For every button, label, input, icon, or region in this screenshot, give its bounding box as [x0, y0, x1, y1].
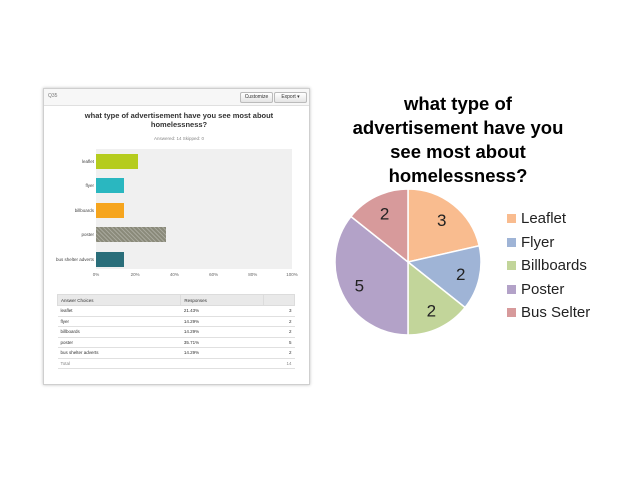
response-percent: 14.29% [180, 316, 264, 327]
response-percent: 35.71% [180, 337, 264, 348]
response-percent: 14.29% [180, 347, 264, 359]
column-header [263, 294, 295, 306]
bar-category-label: bus shelter adverts [55, 256, 94, 262]
column-header[interactable]: Answer Choices [56, 294, 182, 306]
total-value: 14 [263, 358, 295, 369]
bar-flyer [96, 178, 124, 194]
x-tick-label: 80% [248, 272, 258, 277]
response-count: 5 [263, 337, 295, 348]
bar-category-label: flyer [85, 183, 94, 189]
bar-billboards [96, 202, 124, 218]
legend-swatch [507, 284, 516, 294]
pie-data-label: 2 [427, 302, 436, 321]
legend-swatch [507, 261, 516, 271]
answer-choice: flyer [57, 316, 181, 327]
survey-results-panel: Q35 Customize Export ▾ what type of adve… [43, 88, 310, 385]
bar-plot-area [96, 149, 292, 269]
question-number: Q35 [48, 93, 58, 99]
bar-category-label: leaflet [81, 158, 94, 164]
total-label: Total [57, 358, 181, 369]
pie-data-label: 3 [437, 211, 446, 230]
pie-legend: Leaflet Flyer Billboards Poster Bus Selter [507, 207, 590, 325]
answered-skipped: Answered: 14 Skipped: 0 [153, 136, 205, 141]
legend-swatch [507, 308, 516, 318]
column-header[interactable]: Responses [180, 294, 265, 306]
response-count: 2 [263, 326, 295, 338]
pie-data-label: 2 [380, 204, 389, 223]
pie-slice-bus-selter [349, 188, 409, 264]
panel-toolbar: Q35 Customize Export ▾ [44, 89, 309, 106]
table-row: poster 35.71% 5 [57, 337, 295, 348]
answer-choice: bus shelter adverts [57, 347, 181, 359]
answer-choice: leaflet [57, 305, 181, 317]
pie-slice-billboards [407, 260, 467, 336]
question-title: what type of advertisement have you see … [84, 111, 274, 129]
x-tick-label: 100% [286, 272, 298, 277]
responses-table: Answer Choices Responses leaflet 21.43% … [56, 294, 295, 369]
table-row: bus shelter adverts 14.29% 2 [57, 347, 295, 359]
bar-category-label: poster [81, 232, 94, 238]
response-count: 3 [263, 305, 295, 317]
bar-leaflet [96, 153, 138, 169]
pie-data-label: 2 [456, 265, 465, 284]
legend-label: Bus Selter [521, 304, 591, 322]
legend-label: Flyer [521, 233, 555, 251]
legend-swatch [507, 237, 516, 247]
legend-label: Leaflet [521, 210, 567, 228]
customize-button[interactable]: Customize [240, 92, 273, 103]
pie-slice-poster [334, 215, 409, 336]
response-percent: 14.29% [180, 326, 264, 338]
table-total-row: Total 14 [57, 358, 295, 369]
legend-item: Leaflet [507, 207, 590, 231]
response-percent: 21.43% [180, 305, 264, 317]
answer-choice: poster [57, 337, 181, 348]
table-header-row: Answer Choices Responses [56, 294, 295, 306]
legend-swatch [507, 214, 516, 224]
pie-data-label: 5 [355, 276, 364, 295]
pie-slice-flyer [406, 244, 482, 309]
bar-category-label: billboards [74, 207, 94, 213]
table-row: leaflet 21.43% 3 [57, 305, 295, 317]
export-button[interactable]: Export ▾ [274, 92, 307, 103]
bar-bus-shelter-adverts [96, 251, 124, 267]
legend-label: Poster [521, 280, 565, 298]
legend-item: Bus Selter [507, 301, 590, 325]
bar-poster [96, 227, 166, 243]
response-count: 2 [263, 347, 295, 359]
response-count: 2 [263, 316, 295, 327]
legend-label: Billboards [521, 257, 587, 275]
legend-item: Poster [507, 278, 590, 302]
legend-item: Billboards [507, 254, 590, 278]
pie-chart-title: what type of advertisement have you see … [352, 93, 564, 186]
table-row: flyer 14.29% 2 [57, 316, 295, 327]
x-tick-label: 40% [169, 272, 179, 277]
answer-choice: billboards [57, 326, 181, 338]
x-tick-label: 20% [130, 272, 140, 277]
x-tick-label: 60% [209, 272, 219, 277]
x-tick-label: 0% [92, 272, 100, 277]
pie-chart: 3 2 2 5 2 [334, 188, 482, 336]
pie-slice-leaflet [407, 188, 481, 263]
table-row: billboards 14.29% 2 [57, 326, 295, 338]
legend-item: Flyer [507, 231, 590, 255]
